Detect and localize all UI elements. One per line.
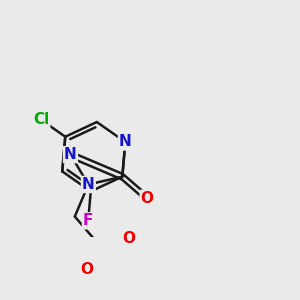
Text: O: O [122, 231, 135, 246]
Text: N: N [119, 134, 132, 149]
Text: N: N [64, 147, 77, 162]
Text: F: F [83, 213, 93, 228]
Text: O: O [81, 262, 94, 277]
Text: N: N [82, 177, 95, 192]
Text: O: O [141, 191, 154, 206]
Text: Cl: Cl [33, 112, 49, 127]
